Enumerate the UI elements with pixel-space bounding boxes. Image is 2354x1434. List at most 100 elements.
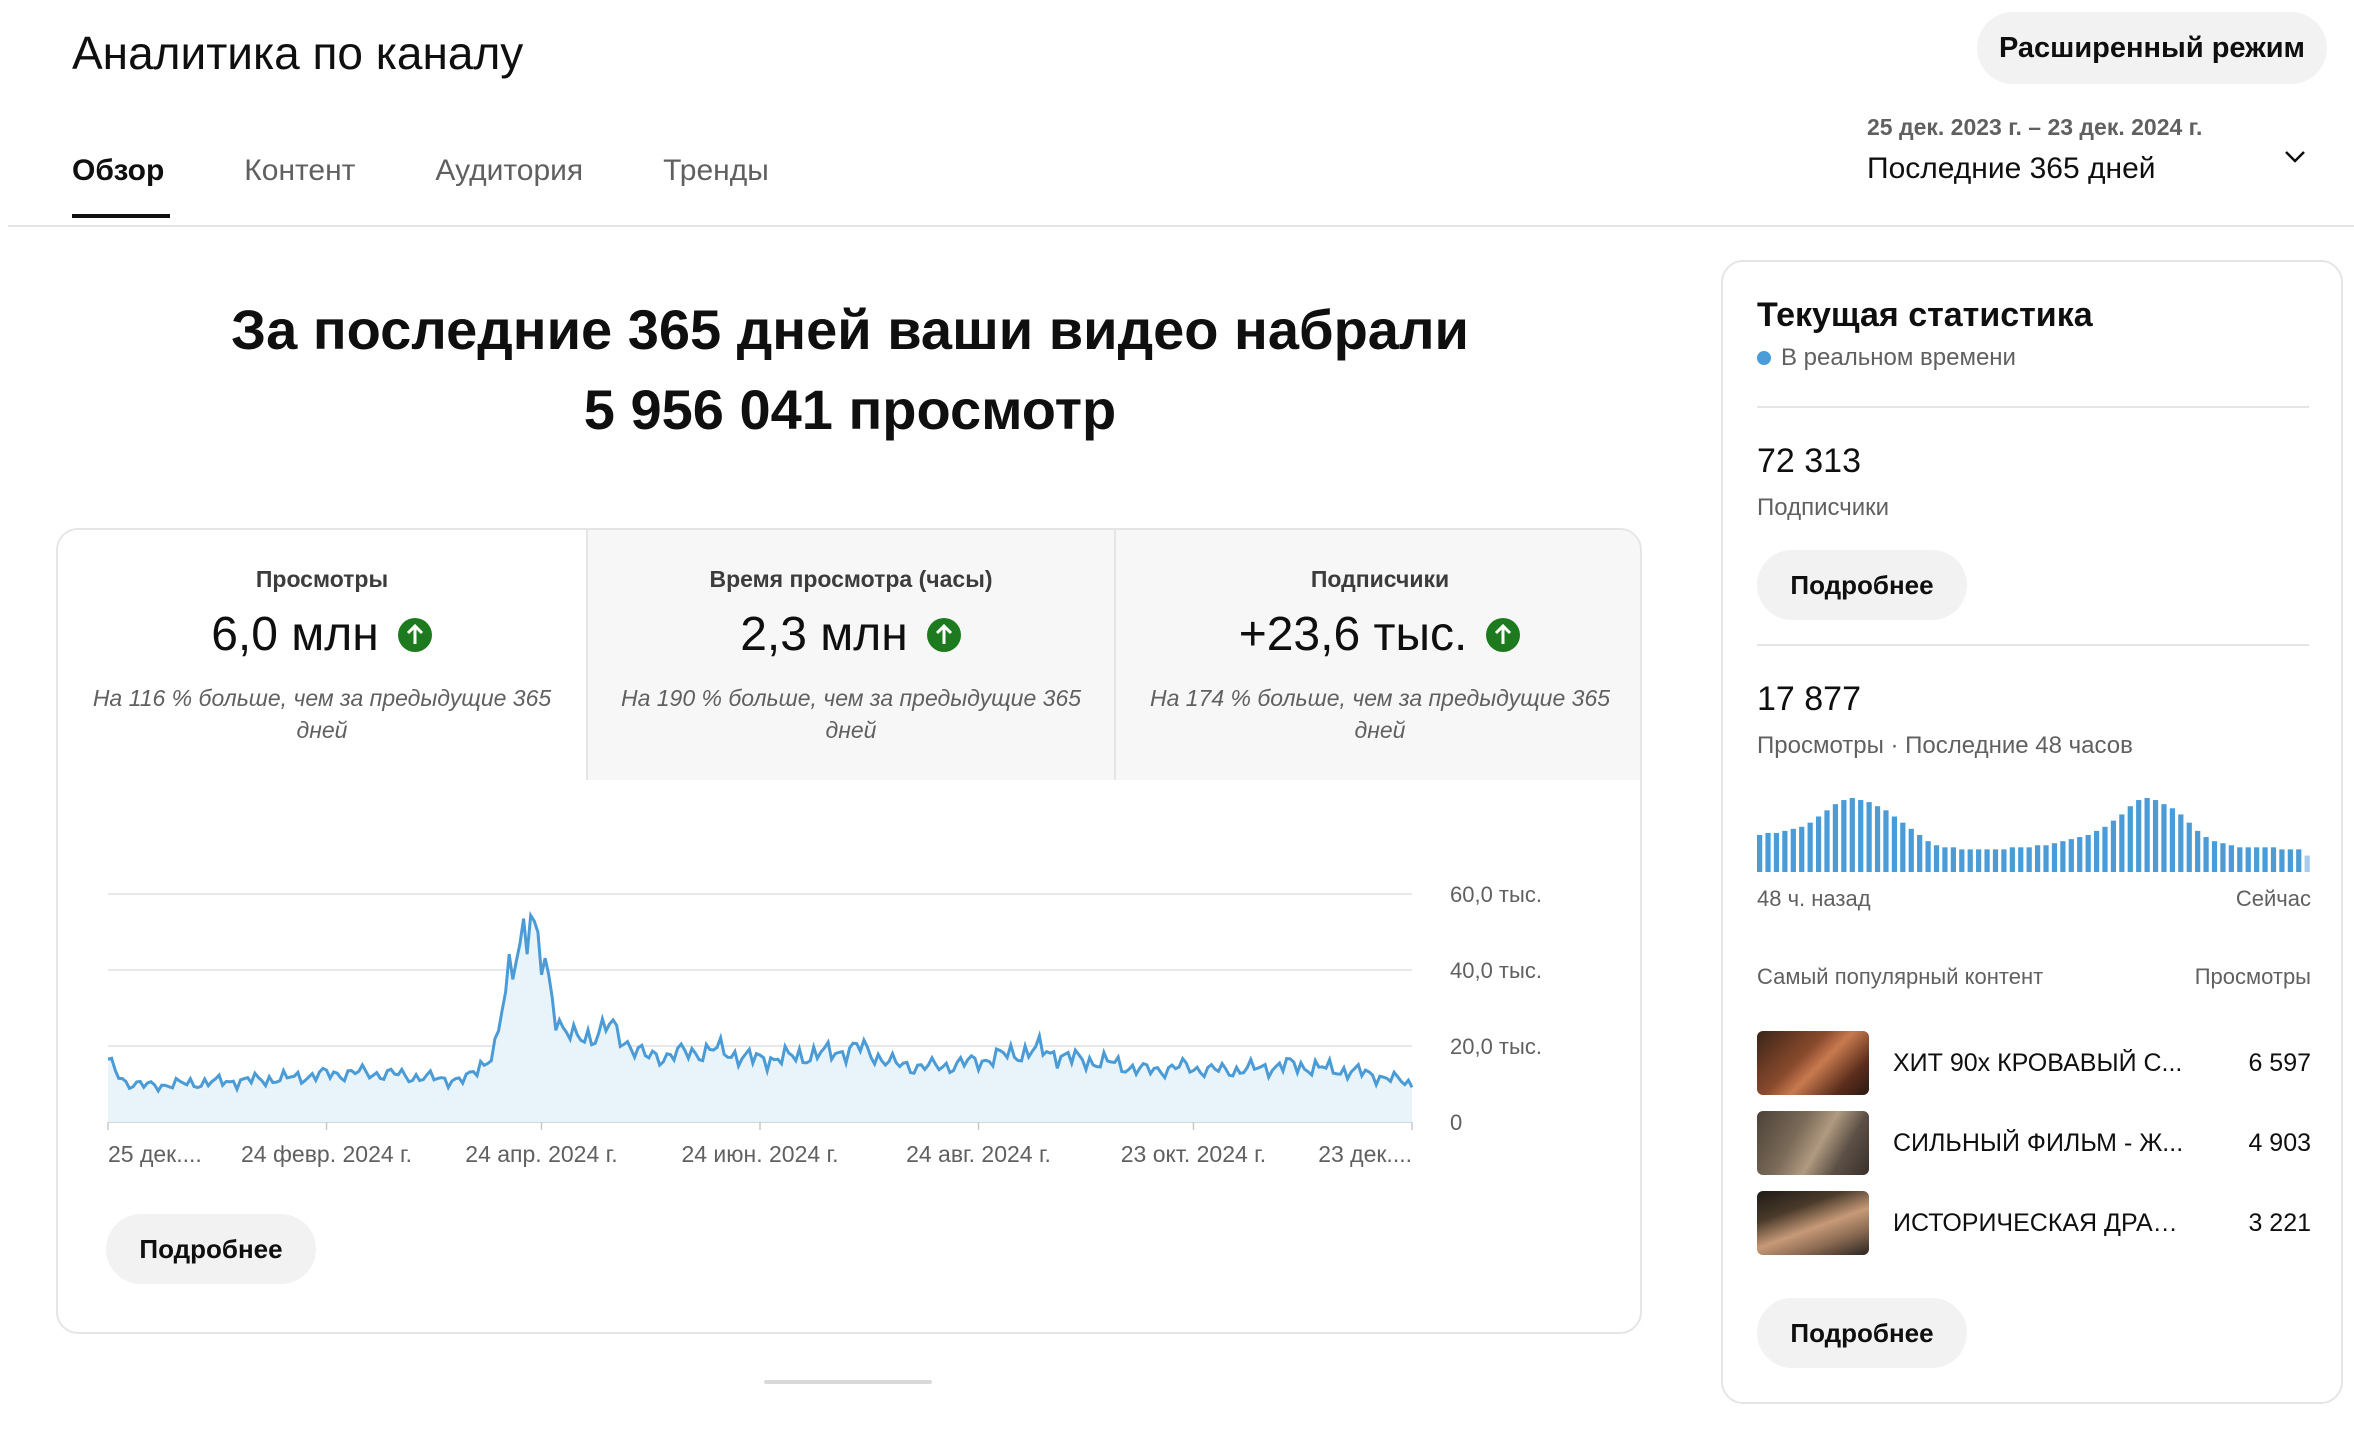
headline-line2: 5 956 041 просмотр [583, 378, 1117, 441]
mini-chart-bar [2077, 837, 2083, 872]
mini-chart-bar [1858, 800, 1864, 872]
mini-chart-bar [2051, 843, 2058, 872]
divider [1757, 644, 2309, 646]
video-thumbnail[interactable] [1757, 1191, 1869, 1255]
video-title[interactable]: ИСТОРИЧЕСКАЯ ДРАМ... [1893, 1208, 2193, 1237]
mini-chart-bar [2203, 837, 2209, 872]
mini-chart-bar [1925, 841, 1931, 872]
mini-chart-bar [1883, 810, 1889, 872]
realtime-status: В реальном времени [1757, 344, 2016, 372]
video-views: 6 597 [2248, 1048, 2311, 1077]
x-tick-label: 23 окт. 2024 г. [1121, 1141, 1266, 1167]
list-item[interactable]: ИСТОРИЧЕСКАЯ ДРАМ... 3 221 [1757, 1190, 2311, 1256]
mini-chart-bar [2127, 806, 2133, 872]
video-thumbnail[interactable] [1757, 1031, 1869, 1095]
mini-chart-bar [2296, 849, 2302, 872]
mini-chart-bar [2228, 845, 2234, 872]
metric-note: На 116 % больше, чем за предыдущие 365 д… [92, 685, 552, 743]
metric-value: +23,6 тыс. [1238, 608, 1468, 661]
mini-chart-bar [2035, 845, 2041, 872]
subscribers-count: 72 313 [1757, 442, 1861, 480]
mini-chart-bar [1900, 822, 1906, 872]
headline-line1: За последние 365 дней ваши видео набрали [231, 298, 1469, 361]
x-tick-label: 24 февр. 2024 г. [241, 1141, 412, 1167]
mini-chart-bar [1933, 845, 1940, 872]
mini-axis-left: 48 ч. назад [1757, 886, 1871, 911]
mini-chart-bar [1782, 830, 1788, 872]
arrow-up-icon [397, 617, 432, 652]
mini-axis-right: Сейчас [2235, 886, 2311, 911]
metric-value: 6,0 млн [211, 608, 379, 661]
video-views: 4 903 [2248, 1128, 2311, 1157]
video-title[interactable]: СИЛЬНЫЙ ФИЛЬМ - Ж... [1893, 1128, 2184, 1157]
views-chart[interactable]: 0 20,0 тыс. 40,0 тыс. 60,0 тыс. 25 дек.... 24… [58, 780, 1642, 1200]
chart-more-button[interactable]: Подробнее [106, 1214, 316, 1284]
date-range-text: 25 дек. 2023 г. – 23 дек. 2024 г. [1867, 114, 2203, 140]
metric-views[interactable]: Просмотры 6,0 млн На 116 % больше, чем з… [58, 530, 586, 780]
mini-chart-bar [1832, 804, 1839, 872]
metric-label: Просмотры [255, 566, 389, 592]
mini-chart-bar [2152, 800, 2159, 872]
metric-value-row: 6,0 млн [58, 607, 586, 662]
video-views: 3 221 [2248, 1208, 2311, 1237]
arrow-up-icon [926, 617, 961, 652]
mini-chart-bar [1799, 826, 1805, 872]
list-item[interactable]: ХИТ 90х КРОВАВЫЙ С... 6 597 [1757, 1030, 2311, 1096]
mini-chart-bar [1773, 832, 1780, 872]
mini-chart-bar [1891, 816, 1898, 872]
mini-chart-bar [1992, 849, 1999, 872]
arrow-up-icon [1486, 617, 1521, 652]
chart-series-line [107, 910, 1414, 1094]
mini-chart-bar [2001, 849, 2007, 872]
realtime-status-label: В реальном времени [1781, 344, 2016, 371]
live-dot-icon [1757, 351, 1771, 365]
video-title[interactable]: ХИТ 90х КРОВАВЫЙ С... [1893, 1048, 2183, 1077]
tab-bar: Обзор Контент Аудитория Тренды [72, 154, 849, 218]
tab-trends[interactable]: Тренды [663, 154, 769, 187]
top-content-more-button[interactable]: Подробнее [1757, 1298, 1967, 1368]
mini-chart-bar [2102, 826, 2108, 872]
metric-note: На 190 % больше, чем за предыдущие 365 д… [620, 685, 1082, 743]
mini-chart-bar [2270, 847, 2277, 872]
metric-watch-time[interactable]: Время просмотра (часы) 2,3 млн На 190 % … [586, 530, 1114, 780]
metric-note: На 174 % больше, чем за предыдущие 365 д… [1149, 685, 1611, 743]
tab-audience[interactable]: Аудитория [435, 154, 584, 187]
x-tick-label: 23 дек.... [1318, 1141, 1412, 1167]
mini-chart-bar [2110, 820, 2117, 872]
views-48h-chart[interactable] [1757, 792, 2313, 872]
tab-content[interactable]: Контент [244, 154, 356, 187]
list-item[interactable]: СИЛЬНЫЙ ФИЛЬМ - Ж... 4 903 [1757, 1110, 2311, 1176]
mini-chart-bar [1790, 828, 1796, 872]
metric-label: Время просмотра (часы) [709, 566, 993, 592]
views-48h-count: 17 877 [1757, 680, 1861, 718]
x-tick-label: 24 июн. 2024 г. [681, 1141, 838, 1167]
mini-chart-bar [1841, 800, 1847, 872]
mini-chart-bar [2279, 849, 2285, 872]
views-48h-label: Просмотры · Последние 48 часов [1757, 732, 2133, 759]
x-tick-label: 24 авг. 2024 г. [906, 1141, 1051, 1167]
metric-label: Подписчики [1310, 566, 1450, 592]
mini-chart-bar [1824, 810, 1830, 872]
mini-chart-bar [2254, 847, 2260, 872]
subscribers-more-button[interactable]: Подробнее [1757, 550, 1967, 620]
realtime-card: Текущая статистика В реальном времени 72… [1721, 260, 2343, 1404]
y-tick-label: 0 [1450, 1110, 1462, 1135]
mini-chart-bar [2245, 847, 2251, 872]
mini-chart-bar [1908, 828, 1914, 872]
mini-chart-bar [1967, 849, 1973, 872]
mini-chart-bar [2237, 847, 2243, 872]
mini-chart-bar [1765, 832, 1771, 872]
tab-overview[interactable]: Обзор [72, 154, 171, 218]
mini-chart-bar [2287, 849, 2293, 872]
metric-value: 2,3 млн [740, 608, 908, 661]
mini-chart-bar [2169, 808, 2176, 872]
metric-value-row: 2,3 млн [588, 607, 1114, 662]
mini-chart-bar [1866, 802, 1872, 872]
mini-chart-bar [2026, 847, 2032, 872]
video-thumbnail[interactable] [1757, 1111, 1869, 1175]
chevron-down-icon[interactable] [2280, 142, 2310, 172]
metric-subscribers[interactable]: Подписчики +23,6 тыс. На 174 % больше, ч… [1114, 530, 1640, 780]
mini-chart-bar [1917, 835, 1923, 872]
page-title: Аналитика по каналу [72, 27, 524, 79]
advanced-mode-button[interactable]: Расширенный режим [1977, 12, 2327, 84]
